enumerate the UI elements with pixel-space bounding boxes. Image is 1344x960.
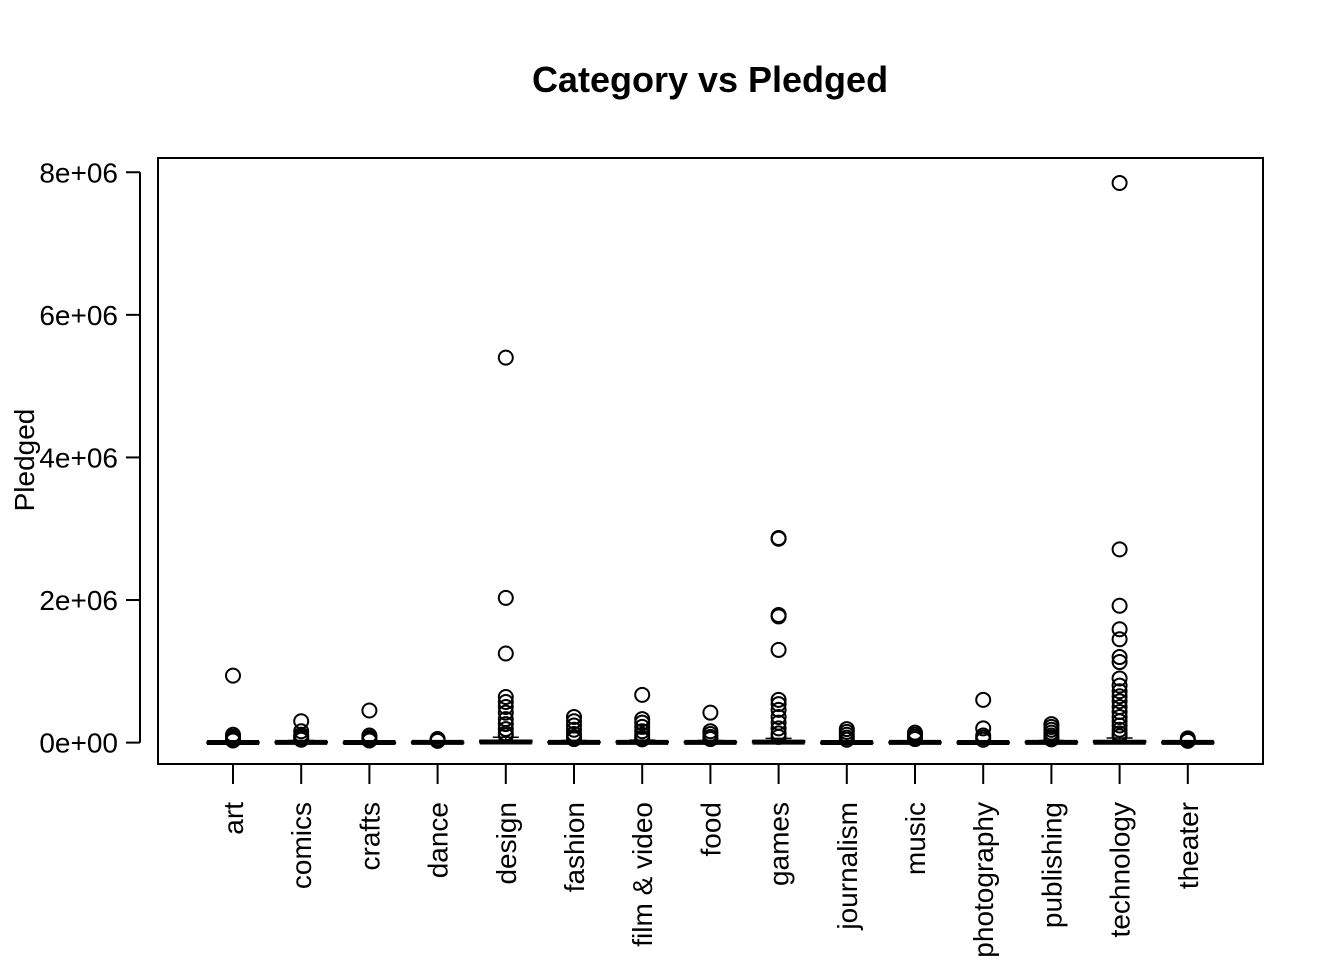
outlier-point [907, 731, 923, 748]
outlier-point [566, 731, 582, 748]
box-music [888, 724, 942, 748]
x-tick-label: film & video [627, 802, 658, 947]
y-tick-label: 2e+06 [39, 585, 118, 616]
outlier-point [634, 686, 651, 703]
outlier-point [225, 732, 241, 749]
outlier-point [1111, 670, 1128, 687]
box-film-video [615, 686, 669, 748]
box-theater [1161, 730, 1215, 749]
box-group [206, 174, 1215, 749]
x-tick-label: comics [286, 802, 317, 889]
outlier-point [975, 720, 992, 737]
outlier-point [497, 645, 514, 662]
outlier-point [566, 721, 582, 738]
outlier-point [361, 702, 378, 719]
outlier-point [770, 696, 787, 713]
outlier-point [770, 691, 787, 708]
x-tick-label: food [695, 802, 726, 857]
box-design [479, 349, 533, 745]
outlier-point [1111, 631, 1128, 648]
outlier-point [1179, 732, 1196, 749]
outlier-point [770, 708, 787, 725]
outlier-point [770, 701, 787, 718]
outlier-point [429, 732, 446, 749]
outlier-point [975, 691, 992, 708]
outlier-point [497, 727, 514, 744]
outlier-point [1111, 597, 1128, 614]
outlier-point [293, 731, 310, 748]
x-tick-label: music [900, 802, 931, 875]
outlier-point [770, 608, 787, 625]
outlier-point [634, 718, 651, 735]
box-comics [274, 713, 328, 748]
x-tick-label: fashion [559, 802, 590, 892]
outlier-point [702, 704, 719, 721]
y-tick-label: 6e+06 [39, 300, 118, 331]
outlier-point [497, 721, 514, 738]
outlier-point [1043, 731, 1060, 748]
outlier-point [975, 731, 992, 748]
outlier-point [1111, 174, 1128, 191]
outlier-point [1111, 677, 1128, 694]
outlier-point [497, 589, 514, 606]
box-publishing [1024, 716, 1079, 748]
box-technology [1092, 174, 1147, 745]
x-tick-label: photography [968, 802, 999, 958]
outlier-point [497, 704, 514, 721]
y-axis: 0e+00 2e+06 4e+06 6e+06 8e+06 [39, 157, 141, 759]
outlier-point [566, 713, 582, 730]
outlier-point [1111, 621, 1128, 638]
x-tick-label: dance [423, 802, 454, 878]
chart-title: Category vs Pledged [532, 59, 888, 100]
box-dance [410, 731, 465, 749]
outlier-point [1111, 541, 1128, 558]
outlier-point [1111, 649, 1128, 666]
outlier-point [566, 708, 582, 725]
y-tick-label: 4e+06 [39, 442, 118, 473]
outlier-point [770, 720, 787, 737]
outlier-point [1111, 654, 1128, 671]
y-tick-label: 0e+00 [39, 728, 118, 759]
x-axis: art comics crafts dance design fashion film & … [218, 764, 1204, 958]
outlier-point [1111, 717, 1128, 734]
x-tick-label: design [491, 802, 522, 885]
outlier-point [225, 667, 241, 684]
outlier-point [1111, 708, 1128, 725]
x-tick-label: theater [1173, 802, 1204, 889]
box-crafts [342, 702, 397, 749]
outlier-point [497, 688, 514, 705]
outlier-point [1111, 693, 1128, 710]
box-food [683, 704, 738, 748]
box-games [751, 529, 806, 745]
outlier-point [1111, 728, 1128, 745]
x-tick-label: games [764, 802, 795, 886]
plot-frame [157, 157, 1264, 765]
outlier-point [1111, 683, 1128, 700]
y-tick-label: 8e+06 [39, 157, 118, 188]
x-tick-label: publishing [1036, 802, 1067, 928]
outlier-point [770, 728, 787, 745]
x-tick-label: art [218, 802, 249, 835]
outlier-point [1111, 688, 1128, 705]
box-journalism [820, 721, 874, 748]
outlier-point [770, 641, 787, 658]
x-tick-label: technology [1105, 802, 1136, 937]
box-fashion [547, 708, 601, 748]
outlier-point [497, 693, 514, 710]
outlier-point [702, 731, 719, 748]
outlier-point [361, 732, 378, 749]
box-photography [956, 691, 1010, 748]
outlier-point [770, 530, 787, 547]
outlier-point [497, 349, 514, 366]
outlier-point [634, 731, 651, 748]
x-tick-label: journalism [832, 802, 863, 931]
y-axis-label: Pledged [9, 409, 40, 512]
outlier-point [497, 716, 514, 733]
x-tick-label: crafts [354, 802, 385, 870]
outlier-point [838, 731, 855, 748]
outlier-point [497, 698, 514, 715]
box-art [206, 667, 260, 749]
